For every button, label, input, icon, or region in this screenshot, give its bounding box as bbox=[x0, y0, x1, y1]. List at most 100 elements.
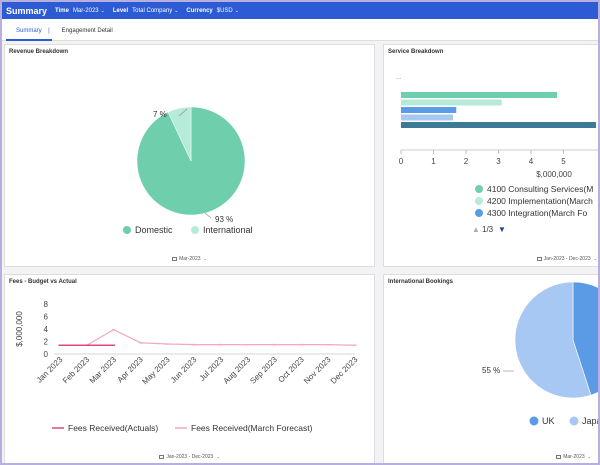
revenue-breakdown-panel: Revenue Breakdown 93 % 7 % Domestic Intern… bbox=[4, 44, 375, 267]
currency-value: $USD bbox=[216, 7, 233, 14]
tick-label: 3 bbox=[496, 157, 501, 166]
pager-down-icon[interactable]: ▼ bbox=[498, 225, 506, 234]
tick-label: Sep 2023 bbox=[248, 355, 279, 386]
page-title: Summary bbox=[6, 5, 48, 16]
period-value: Jan-2023 - Dec-2023 bbox=[166, 454, 214, 460]
bar[interactable] bbox=[401, 122, 596, 128]
chevron-down-icon: ⌄ bbox=[587, 454, 591, 459]
legend-label[interactable]: Domestic bbox=[135, 225, 173, 235]
time-value: Mar-2023 bbox=[72, 7, 99, 14]
legend-marker[interactable] bbox=[475, 185, 483, 193]
fees-budget-panel: Fees - Budget vs Actual 0 2 4 6 8 $,000,000 J… bbox=[4, 274, 375, 463]
tab-engagement-detail-label: Engagement Detail bbox=[61, 28, 113, 34]
legend-label[interactable]: 4100 Consulting Services(M bbox=[487, 184, 593, 194]
international-bookings-panel: International Bookings 55 % UK Japa Mar-2… bbox=[383, 274, 600, 463]
chevron-down-icon: ⌄ bbox=[100, 7, 105, 14]
tick-label: 6 bbox=[44, 313, 49, 322]
calendar-icon bbox=[556, 454, 562, 459]
period-value: Jan-2023 - Dec-2023 bbox=[543, 256, 591, 262]
legend-marker[interactable] bbox=[123, 226, 131, 234]
time-select[interactable]: Mar-2023 ⌄ bbox=[73, 8, 105, 14]
tab-bar: Summary | Engagement Detail bbox=[2, 19, 598, 41]
level-select[interactable]: Total Company ⌄ bbox=[132, 8, 178, 14]
chevron-down-icon: ⌄ bbox=[174, 7, 179, 14]
legend-pager[interactable]: ▲ 1/3 ▼ bbox=[472, 225, 506, 234]
x-axis-label: $,000,000 bbox=[536, 170, 572, 179]
legend-marker[interactable] bbox=[475, 197, 483, 205]
data-label: 93 % bbox=[215, 215, 233, 224]
calendar-icon bbox=[536, 256, 542, 261]
pager-up-icon[interactable]: ▲ bbox=[472, 225, 480, 234]
header-bar: Summary Time Mar-2023 ⌄ Level Total Compa… bbox=[2, 2, 598, 19]
leader-line bbox=[178, 108, 188, 117]
data-label: 7 % bbox=[153, 110, 167, 119]
level-label: Level bbox=[112, 7, 129, 14]
tick-label: 2 bbox=[44, 338, 49, 347]
intl-period-select[interactable]: Mar-2023 ⌄ bbox=[384, 454, 598, 460]
tick-label: May 2023 bbox=[140, 355, 172, 387]
bar[interactable] bbox=[401, 107, 457, 113]
legend-marker[interactable] bbox=[191, 226, 199, 234]
tick-label: Nov 2023 bbox=[302, 355, 333, 386]
tab-summary-label: Summary bbox=[16, 28, 42, 34]
tick-label: Dec 2023 bbox=[329, 355, 360, 386]
tab-summary[interactable]: Summary | bbox=[6, 28, 52, 41]
level-value: Total Company bbox=[132, 7, 173, 14]
tick-label: 2 bbox=[464, 157, 469, 166]
panel-title: International Bookings bbox=[388, 279, 454, 285]
revenue-period-select[interactable]: Mar-2023 ⌄ bbox=[5, 256, 374, 262]
chevron-down-icon: ⌄ bbox=[593, 256, 597, 261]
tab-divider: | bbox=[48, 28, 50, 34]
revenue-pie-chart: 93 % 7 % Domestic International bbox=[123, 106, 253, 235]
pie-slice-international[interactable] bbox=[167, 106, 192, 162]
currency-select[interactable]: $USD ⌄ bbox=[217, 8, 239, 14]
fees-period-select[interactable]: Jan-2023 - Dec-2023 ⌄ bbox=[5, 454, 374, 460]
currency-label: Currency bbox=[186, 7, 213, 14]
pager-text: 1/3 bbox=[482, 225, 494, 234]
legend-label[interactable]: International bbox=[203, 225, 253, 235]
tick-label: 0 bbox=[44, 350, 49, 359]
service-breakdown-panel: Service Breakdown ... 0 1 2 3 4 5 $,000,000 41… bbox=[383, 44, 598, 267]
bar[interactable] bbox=[401, 99, 502, 106]
panel-title: Service Breakdown bbox=[388, 49, 444, 55]
tick-label: Jun 2023 bbox=[169, 355, 199, 385]
data-label: 55 % bbox=[482, 366, 500, 375]
tick-label: Aug 2023 bbox=[222, 355, 253, 386]
bar[interactable] bbox=[401, 114, 453, 121]
tick-label: 4 bbox=[44, 325, 49, 334]
leader-line bbox=[204, 212, 212, 219]
tick-label: 4 bbox=[529, 157, 534, 166]
tick-label: 1 bbox=[431, 157, 436, 166]
tick-label: Mar 2023 bbox=[88, 355, 119, 386]
tab-engagement-detail[interactable]: Engagement Detail bbox=[52, 28, 123, 40]
chevron-down-icon: ⌄ bbox=[234, 7, 239, 14]
series-line-forecast[interactable] bbox=[60, 328, 356, 346]
legend-label[interactable]: Japa bbox=[582, 416, 600, 426]
pie-slice-uk[interactable] bbox=[572, 281, 600, 396]
chevron-down-icon: ⌄ bbox=[216, 454, 220, 459]
legend-label[interactable]: 4300 Integration(March Fo bbox=[487, 208, 587, 218]
legend-label[interactable]: UK bbox=[542, 416, 555, 426]
service-period-select[interactable]: Jan-2023 - Dec-2023 ⌄ bbox=[384, 256, 598, 262]
legend-label[interactable]: Fees Received(March Forecast) bbox=[191, 423, 313, 433]
tick-label: Feb 2023 bbox=[61, 355, 92, 386]
calendar-icon bbox=[172, 256, 178, 261]
legend-marker[interactable] bbox=[475, 209, 483, 217]
legend-marker[interactable] bbox=[569, 416, 579, 426]
legend-label[interactable]: Fees Received(Actuals) bbox=[68, 423, 158, 433]
service-bar-chart: ... 0 1 2 3 4 5 $,000,000 4100 Consulting Serv… bbox=[396, 75, 598, 234]
tick-label: 8 bbox=[44, 300, 49, 309]
legend-label[interactable]: 4200 Implementation(March bbox=[487, 196, 593, 206]
period-value: Mar-2023 bbox=[563, 454, 585, 460]
pie-slice-japa[interactable] bbox=[514, 281, 592, 399]
legend-marker[interactable] bbox=[529, 416, 539, 426]
calendar-icon bbox=[159, 454, 165, 459]
bar[interactable] bbox=[401, 92, 557, 98]
period-value: Mar-2023 bbox=[179, 256, 201, 262]
chart-top-label: ... bbox=[396, 75, 401, 81]
y-axis-label: $,000,000 bbox=[15, 311, 24, 347]
tick-label: Jan 2023 bbox=[35, 355, 65, 385]
panel-title: Revenue Breakdown bbox=[9, 49, 69, 55]
